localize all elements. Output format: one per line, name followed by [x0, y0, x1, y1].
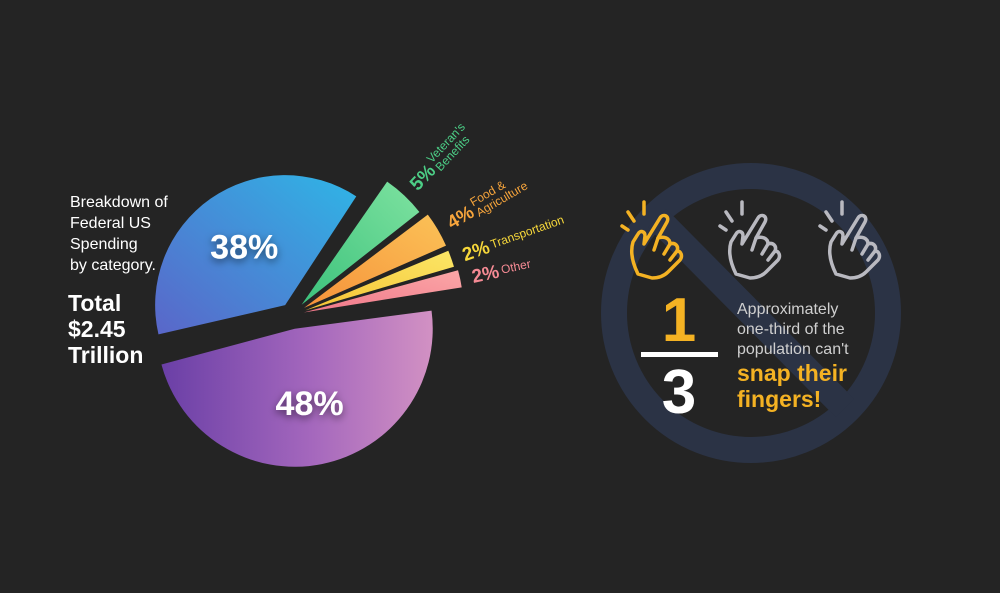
total-line: Total — [68, 290, 122, 316]
slice-value-label: 2% — [470, 262, 501, 288]
intro-line: Breakdown of — [70, 194, 168, 211]
total-line: Trillion — [68, 342, 144, 368]
slice-value-label: 38% — [210, 229, 278, 267]
total-line: $2.45 — [68, 316, 126, 342]
caption-highlight: fingers! — [737, 386, 822, 412]
slice-label-group: 4%Food &Agriculture — [444, 178, 531, 234]
pie-slice — [301, 181, 420, 305]
snapping-hand-icon — [718, 200, 782, 280]
intro-line: Federal US — [70, 215, 151, 232]
slice-value-label: 2% — [460, 237, 493, 266]
fraction-denominator: 3 — [661, 358, 697, 427]
slice-category-label: Other — [500, 257, 532, 277]
intro-line: Spending — [70, 236, 138, 253]
snapping-hand-icon — [620, 200, 684, 280]
caption-highlight: snap their — [737, 360, 847, 386]
caption-line: one-third of the — [737, 321, 845, 338]
pie-slice — [155, 175, 357, 335]
pie-slice — [161, 310, 433, 467]
total-spending-label: Total $2.45 Trillion — [68, 290, 208, 368]
snapping-hand-icon — [818, 200, 882, 280]
caption-line: population can't — [737, 341, 849, 358]
slice-label-group: 2%Other — [470, 257, 532, 288]
no-sign-icon — [601, 163, 901, 463]
snap-caption: Approximately one-third of the populatio… — [737, 300, 907, 412]
slice-value-label: 48% — [276, 385, 344, 423]
pie-slice — [304, 214, 447, 308]
fraction-bar — [641, 352, 718, 357]
caption-line: Approximately — [737, 301, 839, 318]
chart-description: Breakdown of Federal US Spending by cate… — [70, 192, 210, 276]
intro-line: by category. — [70, 257, 156, 274]
pie-slice — [305, 250, 454, 311]
fraction-numerator: 1 — [661, 286, 697, 355]
slice-category-label: Transportation — [489, 212, 566, 251]
pie-slice — [303, 270, 462, 313]
